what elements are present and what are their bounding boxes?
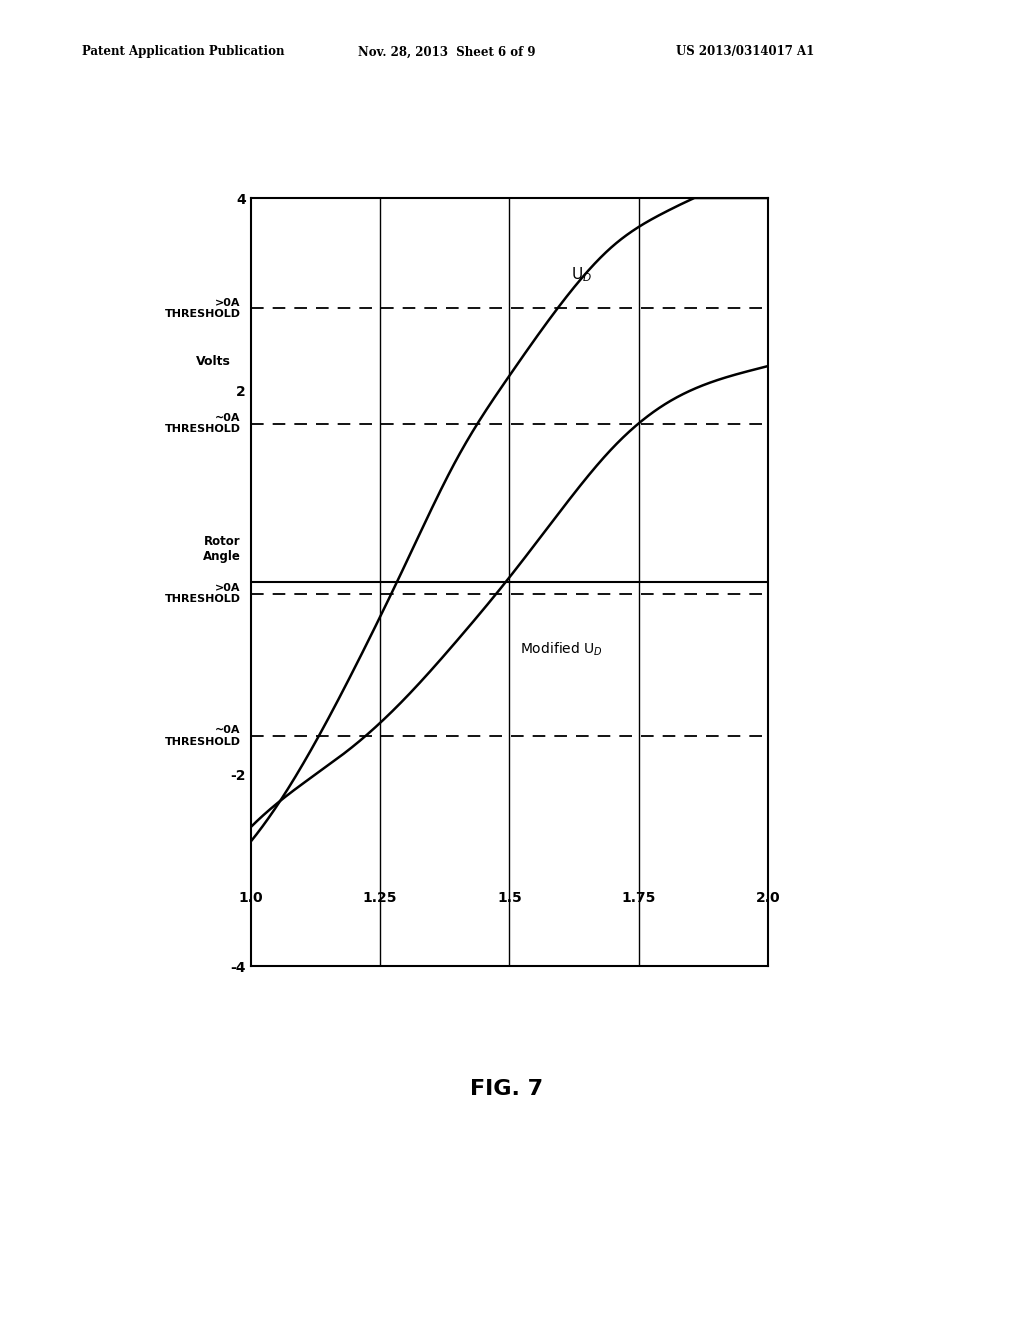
Text: 2.0: 2.0 [756,891,780,904]
Text: U$_D$: U$_D$ [571,265,593,284]
Text: Volts: Volts [196,355,230,368]
Text: 1.5: 1.5 [497,891,522,904]
Text: Rotor
Angle: Rotor Angle [203,535,241,562]
Text: 1.25: 1.25 [362,891,397,904]
Text: 1.0: 1.0 [239,891,263,904]
Text: >0A
THRESHOLD: >0A THRESHOLD [165,583,241,605]
Text: Modified U$_D$: Modified U$_D$ [520,640,603,659]
Text: 1.75: 1.75 [622,891,656,904]
Text: Patent Application Publication: Patent Application Publication [82,45,285,58]
Text: >0A
THRESHOLD: >0A THRESHOLD [165,297,241,319]
Text: ~0A
THRESHOLD: ~0A THRESHOLD [165,725,241,747]
Text: ~0A
THRESHOLD: ~0A THRESHOLD [165,413,241,434]
Text: Nov. 28, 2013  Sheet 6 of 9: Nov. 28, 2013 Sheet 6 of 9 [358,45,536,58]
Text: FIG. 7: FIG. 7 [470,1078,544,1100]
Text: US 2013/0314017 A1: US 2013/0314017 A1 [676,45,814,58]
